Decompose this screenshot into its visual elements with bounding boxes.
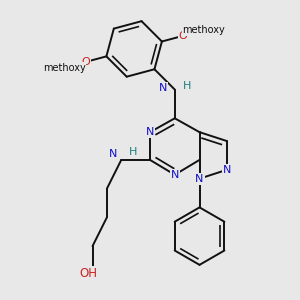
Text: H: H	[183, 81, 191, 91]
Text: O: O	[178, 31, 187, 41]
Text: methoxy: methoxy	[43, 63, 86, 73]
Text: H: H	[129, 147, 138, 157]
Text: N: N	[223, 165, 231, 175]
Text: N: N	[195, 174, 204, 184]
Text: O: O	[81, 57, 90, 67]
Text: N: N	[158, 82, 167, 93]
Text: OH: OH	[80, 266, 98, 280]
Text: N: N	[109, 149, 117, 159]
Text: N: N	[171, 170, 179, 180]
Text: N: N	[146, 127, 154, 137]
Text: methoxy: methoxy	[183, 25, 225, 35]
